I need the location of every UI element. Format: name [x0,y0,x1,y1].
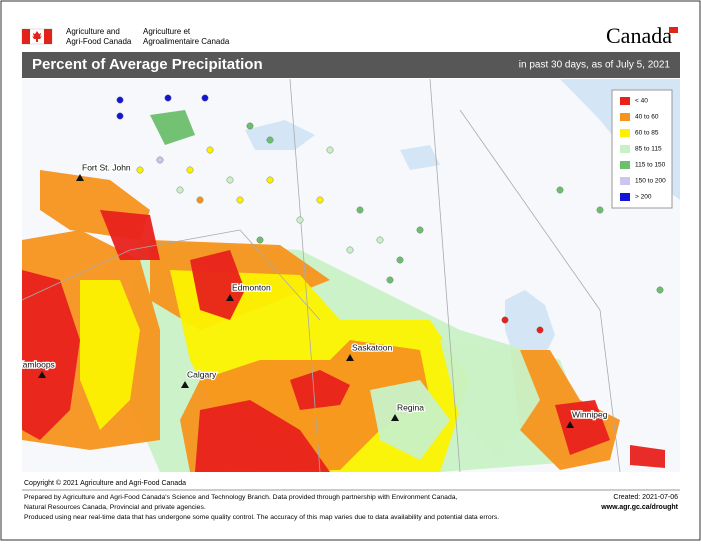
station-dot [186,166,194,174]
agency-en: Agriculture and [66,27,120,36]
footer-note: Prepared by Agriculture and Agri-Food Ca… [24,494,458,501]
legend-label: 85 to 115 [635,146,662,153]
legend-swatch [620,161,630,169]
station-dot [396,256,404,264]
agency-fr: Agroalimentaire Canada [143,37,230,46]
city-label: Regina [397,402,424,412]
boundary [459,109,601,311]
city-marker [346,354,354,361]
station-dot [116,112,124,120]
city-label: Fort St. John [82,162,131,172]
agency-fr: Agriculture et [143,27,191,36]
station-dot [156,156,164,164]
legend-swatch [620,97,630,105]
station-dot [556,186,564,194]
legend-label: > 200 [635,194,652,201]
precip-zone [195,400,330,472]
station-dot [176,186,184,194]
precip-zone [555,400,610,455]
city-marker [391,414,399,421]
station-dot [266,136,274,144]
station-dot [376,236,384,244]
station-dot [116,96,124,104]
city-marker [38,371,46,378]
legend-swatch [620,177,630,185]
city-label: Winnipeg [572,409,608,419]
legend-swatch [620,129,630,137]
city-marker [76,174,84,181]
legend-label: 40 to 60 [635,114,659,121]
legend-label: < 40 [635,98,648,105]
city-marker [566,421,574,428]
precip-zone [630,445,665,468]
boundary [239,229,321,321]
station-dot [296,216,304,224]
flag [21,28,53,45]
url: www.agr.gc.ca/drought [600,504,678,511]
boundary [129,229,241,251]
station-dot [196,196,204,204]
legend-swatch [620,145,630,153]
boundary [599,309,621,472]
station-dot [226,176,234,184]
title-bar [22,52,680,78]
station-dot [596,206,604,214]
footer-note: Produced using near real-time data that … [24,514,499,521]
precip-zone [440,340,540,460]
station-dot [326,146,334,154]
legend-swatch [620,113,630,121]
precip-zone [80,280,140,430]
station-dot [316,196,324,204]
station-dot [356,206,364,214]
station-dot [256,236,264,244]
copyright: Copyright © 2021 Agriculture and Agri-Fo… [24,479,186,487]
legend-swatch [620,193,630,201]
station-dot [236,196,244,204]
footer-note: Natural Resources Canada, Provincial and… [24,504,206,511]
wordmark: Canada [606,23,672,48]
station-dot [386,276,394,284]
station-dot [201,94,209,102]
precip-zone [290,370,350,410]
subtitle: in past 30 days, as of July 5, 2021 [519,60,671,71]
station-dot [346,246,354,254]
station-dot [536,326,544,334]
precip-zone [150,110,195,145]
city-label: Calgary [187,369,217,379]
city-label: Kamloops [17,359,55,369]
legend-label: 115 to 150 [635,162,666,169]
boundary [429,79,461,472]
station-dot [136,166,144,174]
station-dot [164,94,172,102]
station-dot [266,176,274,184]
station-dot [206,146,214,154]
legend: < 40 40 to 60 60 to 85 85 to 115 115 to 150 1… [611,89,673,209]
station-dot [501,316,509,324]
map: Fort St. John Edmonton Kamloops Calgary Sask… [17,79,680,472]
station-dot [416,226,424,234]
precip-zone [370,380,450,460]
precip-zone [190,250,245,320]
legend-label: 150 to 200 [635,178,666,185]
created-date: Created: 2021-07-06 [613,494,678,501]
boundary [22,249,131,301]
agency-en: Agri-Food Canada [66,37,132,46]
city-marker [226,294,234,301]
boundary [289,79,321,472]
legend-label: 60 to 85 [635,130,659,137]
station-dot [246,122,254,130]
station-dot [656,286,664,294]
city-marker [181,381,189,388]
city-label: Edmonton [232,282,271,292]
city-label: Saskatoon [352,342,392,352]
precip-zone [22,270,80,440]
title: Percent of Average Precipitation [32,56,263,73]
